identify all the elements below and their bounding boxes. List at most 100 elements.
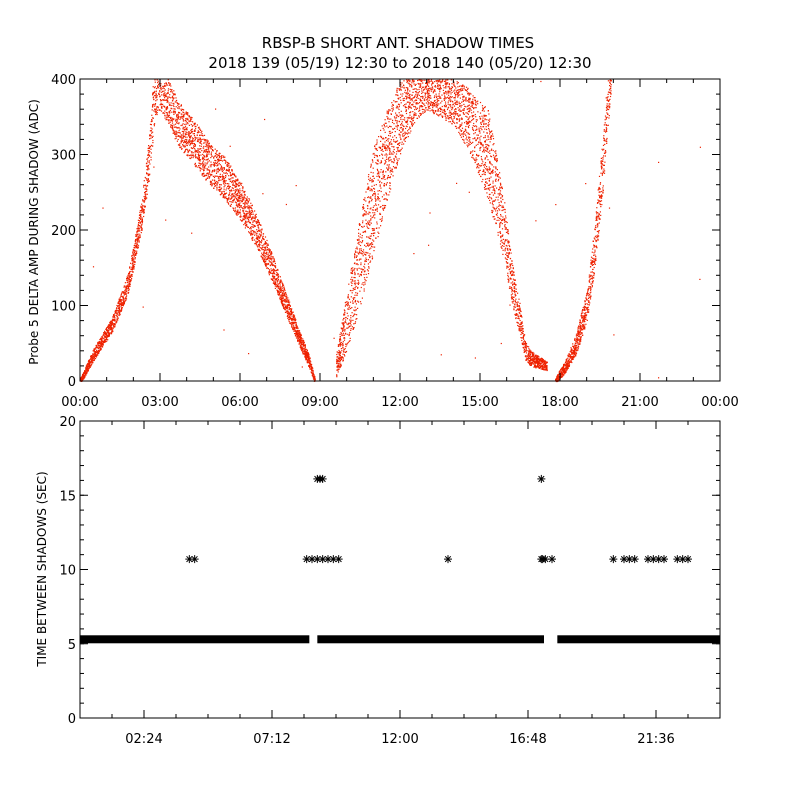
amplitude-point xyxy=(236,184,238,186)
amplitude-point xyxy=(190,156,192,158)
amplitude-point xyxy=(106,340,108,342)
amplitude-point xyxy=(142,199,144,201)
amplitude-point xyxy=(145,191,147,193)
amplitude-point xyxy=(287,313,289,315)
amplitude-point xyxy=(450,87,453,90)
amplitude-point xyxy=(475,121,477,123)
amplitude-point xyxy=(229,200,231,203)
amplitude-point xyxy=(232,180,234,182)
amplitude-point xyxy=(455,108,457,110)
amplitude-point xyxy=(427,95,429,97)
amplitude-point xyxy=(275,267,277,269)
amplitude-point xyxy=(200,129,202,131)
amplitude-point xyxy=(471,151,473,153)
amplitude-point xyxy=(117,307,119,310)
amplitude-point xyxy=(274,260,276,263)
amplitude-point xyxy=(399,134,401,136)
amplitude-point xyxy=(371,216,373,219)
amplitude-point xyxy=(199,137,201,139)
amplitude-point xyxy=(98,350,100,352)
amplitude-point xyxy=(247,219,250,221)
amplitude-point xyxy=(116,312,118,314)
amplitude-point xyxy=(125,292,127,294)
amplitude-point xyxy=(289,315,291,317)
amplitude-point xyxy=(208,145,210,147)
amplitude-point xyxy=(250,234,252,236)
amplitude-point xyxy=(213,187,215,189)
amplitude-point xyxy=(199,151,201,153)
amplitude-point xyxy=(220,192,223,194)
amplitude-point xyxy=(258,221,260,224)
amplitude-point xyxy=(349,305,351,307)
amplitude-point xyxy=(399,96,401,99)
amplitude-point xyxy=(165,99,167,101)
amplitude-point xyxy=(371,258,373,260)
amplitude-point xyxy=(347,342,349,344)
amplitude-point xyxy=(161,107,163,109)
amplitude-point xyxy=(277,283,279,285)
amplitude-point xyxy=(201,138,203,140)
amplitude-point xyxy=(185,129,187,131)
amplitude-point xyxy=(175,137,177,139)
amplitude-point xyxy=(152,91,154,94)
amplitude-point xyxy=(115,322,117,324)
amplitude-point xyxy=(146,189,148,191)
amplitude-point xyxy=(198,131,200,133)
amplitude-point xyxy=(256,229,258,231)
amplitude-point xyxy=(381,182,383,184)
amplitude-point xyxy=(433,91,435,93)
amplitude-point xyxy=(101,339,103,341)
amplitude-point xyxy=(253,231,255,233)
amplitude-point xyxy=(219,175,221,178)
amplitude-point xyxy=(415,88,417,90)
amplitude-point xyxy=(135,246,137,248)
amplitude-point xyxy=(207,140,209,142)
amplitude-point xyxy=(345,343,347,345)
amplitude-point xyxy=(338,360,340,363)
amplitude-point xyxy=(148,180,150,182)
amplitude-point xyxy=(153,123,155,125)
amplitude-point xyxy=(376,210,378,212)
amplitude-point xyxy=(130,280,132,282)
amplitude-point xyxy=(260,229,262,231)
amplitude-point xyxy=(142,200,144,202)
amplitude-point xyxy=(460,110,462,112)
amplitude-point xyxy=(219,156,221,158)
amplitude-point xyxy=(91,358,93,360)
amplitude-point xyxy=(462,100,464,102)
amplitude-point xyxy=(403,97,405,99)
amplitude-point xyxy=(250,233,252,235)
amplitude-point xyxy=(460,110,462,112)
amplitude-point xyxy=(403,135,405,137)
amplitude-point xyxy=(396,128,398,130)
amplitude-point xyxy=(397,94,399,97)
amplitude-point xyxy=(247,215,249,217)
amplitude-point xyxy=(88,360,90,362)
amplitude-point xyxy=(120,301,122,303)
amplitude-point xyxy=(437,79,439,82)
amplitude-point xyxy=(131,255,133,257)
amplitude-point xyxy=(175,106,177,108)
amplitude-point xyxy=(248,208,250,210)
amplitude-point xyxy=(312,369,314,371)
amplitude-point xyxy=(170,104,172,107)
amplitude-point xyxy=(200,148,202,150)
amplitude-point xyxy=(341,330,344,332)
amplitude-point xyxy=(189,139,191,141)
amplitude-point xyxy=(139,213,141,216)
amplitude-point xyxy=(304,353,306,355)
amplitude-point xyxy=(447,86,449,88)
amplitude-point xyxy=(312,372,314,374)
amplitude-point xyxy=(263,249,265,251)
amplitude-point xyxy=(201,134,204,137)
amplitude-point xyxy=(214,153,217,155)
amplitude-point xyxy=(376,208,378,210)
amplitude-point xyxy=(467,123,469,125)
amplitude-point xyxy=(99,338,101,341)
amplitude-point xyxy=(166,84,168,86)
amplitude-point xyxy=(100,349,102,351)
amplitude-point xyxy=(389,182,391,184)
amplitude-point xyxy=(94,351,96,353)
amplitude-point xyxy=(281,299,283,302)
amplitude-point xyxy=(207,158,209,160)
